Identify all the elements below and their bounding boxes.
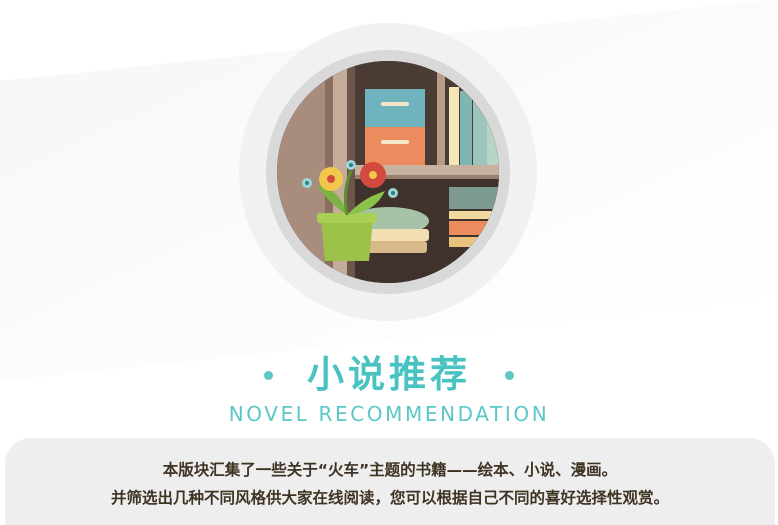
description-line: 本版块汇集了一些关于“火车”主题的书籍——绘本、小说、漫画。 — [162, 461, 618, 479]
box-blue — [365, 89, 425, 127]
illustration-ring — [266, 50, 510, 294]
page-subtitle: NOVEL RECOMMENDATION — [228, 402, 550, 426]
illustration-medallion — [239, 23, 537, 321]
description-panel: 本版块汇集了一些关于“火车”主题的书籍——绘本、小说、漫画。 并筛选出几种不同风… — [5, 438, 775, 525]
bullet-dot-left — [264, 370, 273, 380]
page-title: 小说推荐 — [307, 353, 471, 396]
bullet-dot-right — [505, 370, 514, 380]
bookshelf-illustration — [277, 61, 499, 283]
description-line: 并筛选出几种不同风格供大家在线阅读，您可以根据自己不同的喜好选择性观赏。 — [110, 489, 669, 507]
box-orange — [365, 127, 425, 165]
flower-pot — [321, 219, 373, 261]
section-heading: 小说推荐 — [0, 352, 778, 398]
bookshelf-scene-svg — [277, 61, 499, 283]
